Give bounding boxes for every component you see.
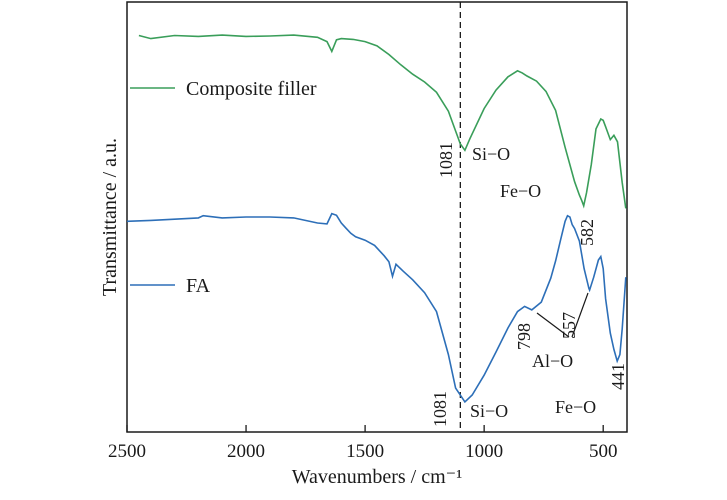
x-axis-ticks: 2500 2000 1500 1000 500 xyxy=(108,425,617,462)
leader-line-798 xyxy=(536,312,570,338)
legend-label-fa: FA xyxy=(186,275,211,297)
x-tick-label-2000: 2000 xyxy=(227,441,265,462)
annotation-fa-441: 441 xyxy=(608,363,628,390)
x-tick-label-2500: 2500 xyxy=(108,441,146,462)
x-axis-title: Wavenumbers / cm⁻¹ xyxy=(292,466,462,488)
legend-label-composite-filler: Composite filler xyxy=(186,78,317,100)
annotation-composite-fe-o: Fe−O xyxy=(500,181,541,201)
annotation-fa-si-o: Si−O xyxy=(470,401,508,421)
x-tick-label-1000: 1000 xyxy=(465,441,503,462)
annotation-fa-1081: 1081 xyxy=(430,391,450,427)
x-tick-label-1500: 1500 xyxy=(346,441,384,462)
annotation-composite-si-o: Si−O xyxy=(472,144,510,164)
annotation-fa-798: 798 xyxy=(514,323,534,350)
y-axis-title: Transmittance / a.u. xyxy=(99,138,121,296)
annotation-composite-582: 582 xyxy=(577,219,597,246)
x-tick-label-500: 500 xyxy=(589,441,618,462)
leader-line-557 xyxy=(571,292,589,338)
series-line-composite-filler xyxy=(138,34,627,209)
annotation-composite-1081: 1081 xyxy=(436,142,456,178)
series-line-fa xyxy=(126,212,627,404)
plot-frame xyxy=(126,1,628,433)
annotation-fa-al-o: Al−O xyxy=(532,351,573,371)
annotation-fa-fe-o: Fe−O xyxy=(555,397,596,417)
